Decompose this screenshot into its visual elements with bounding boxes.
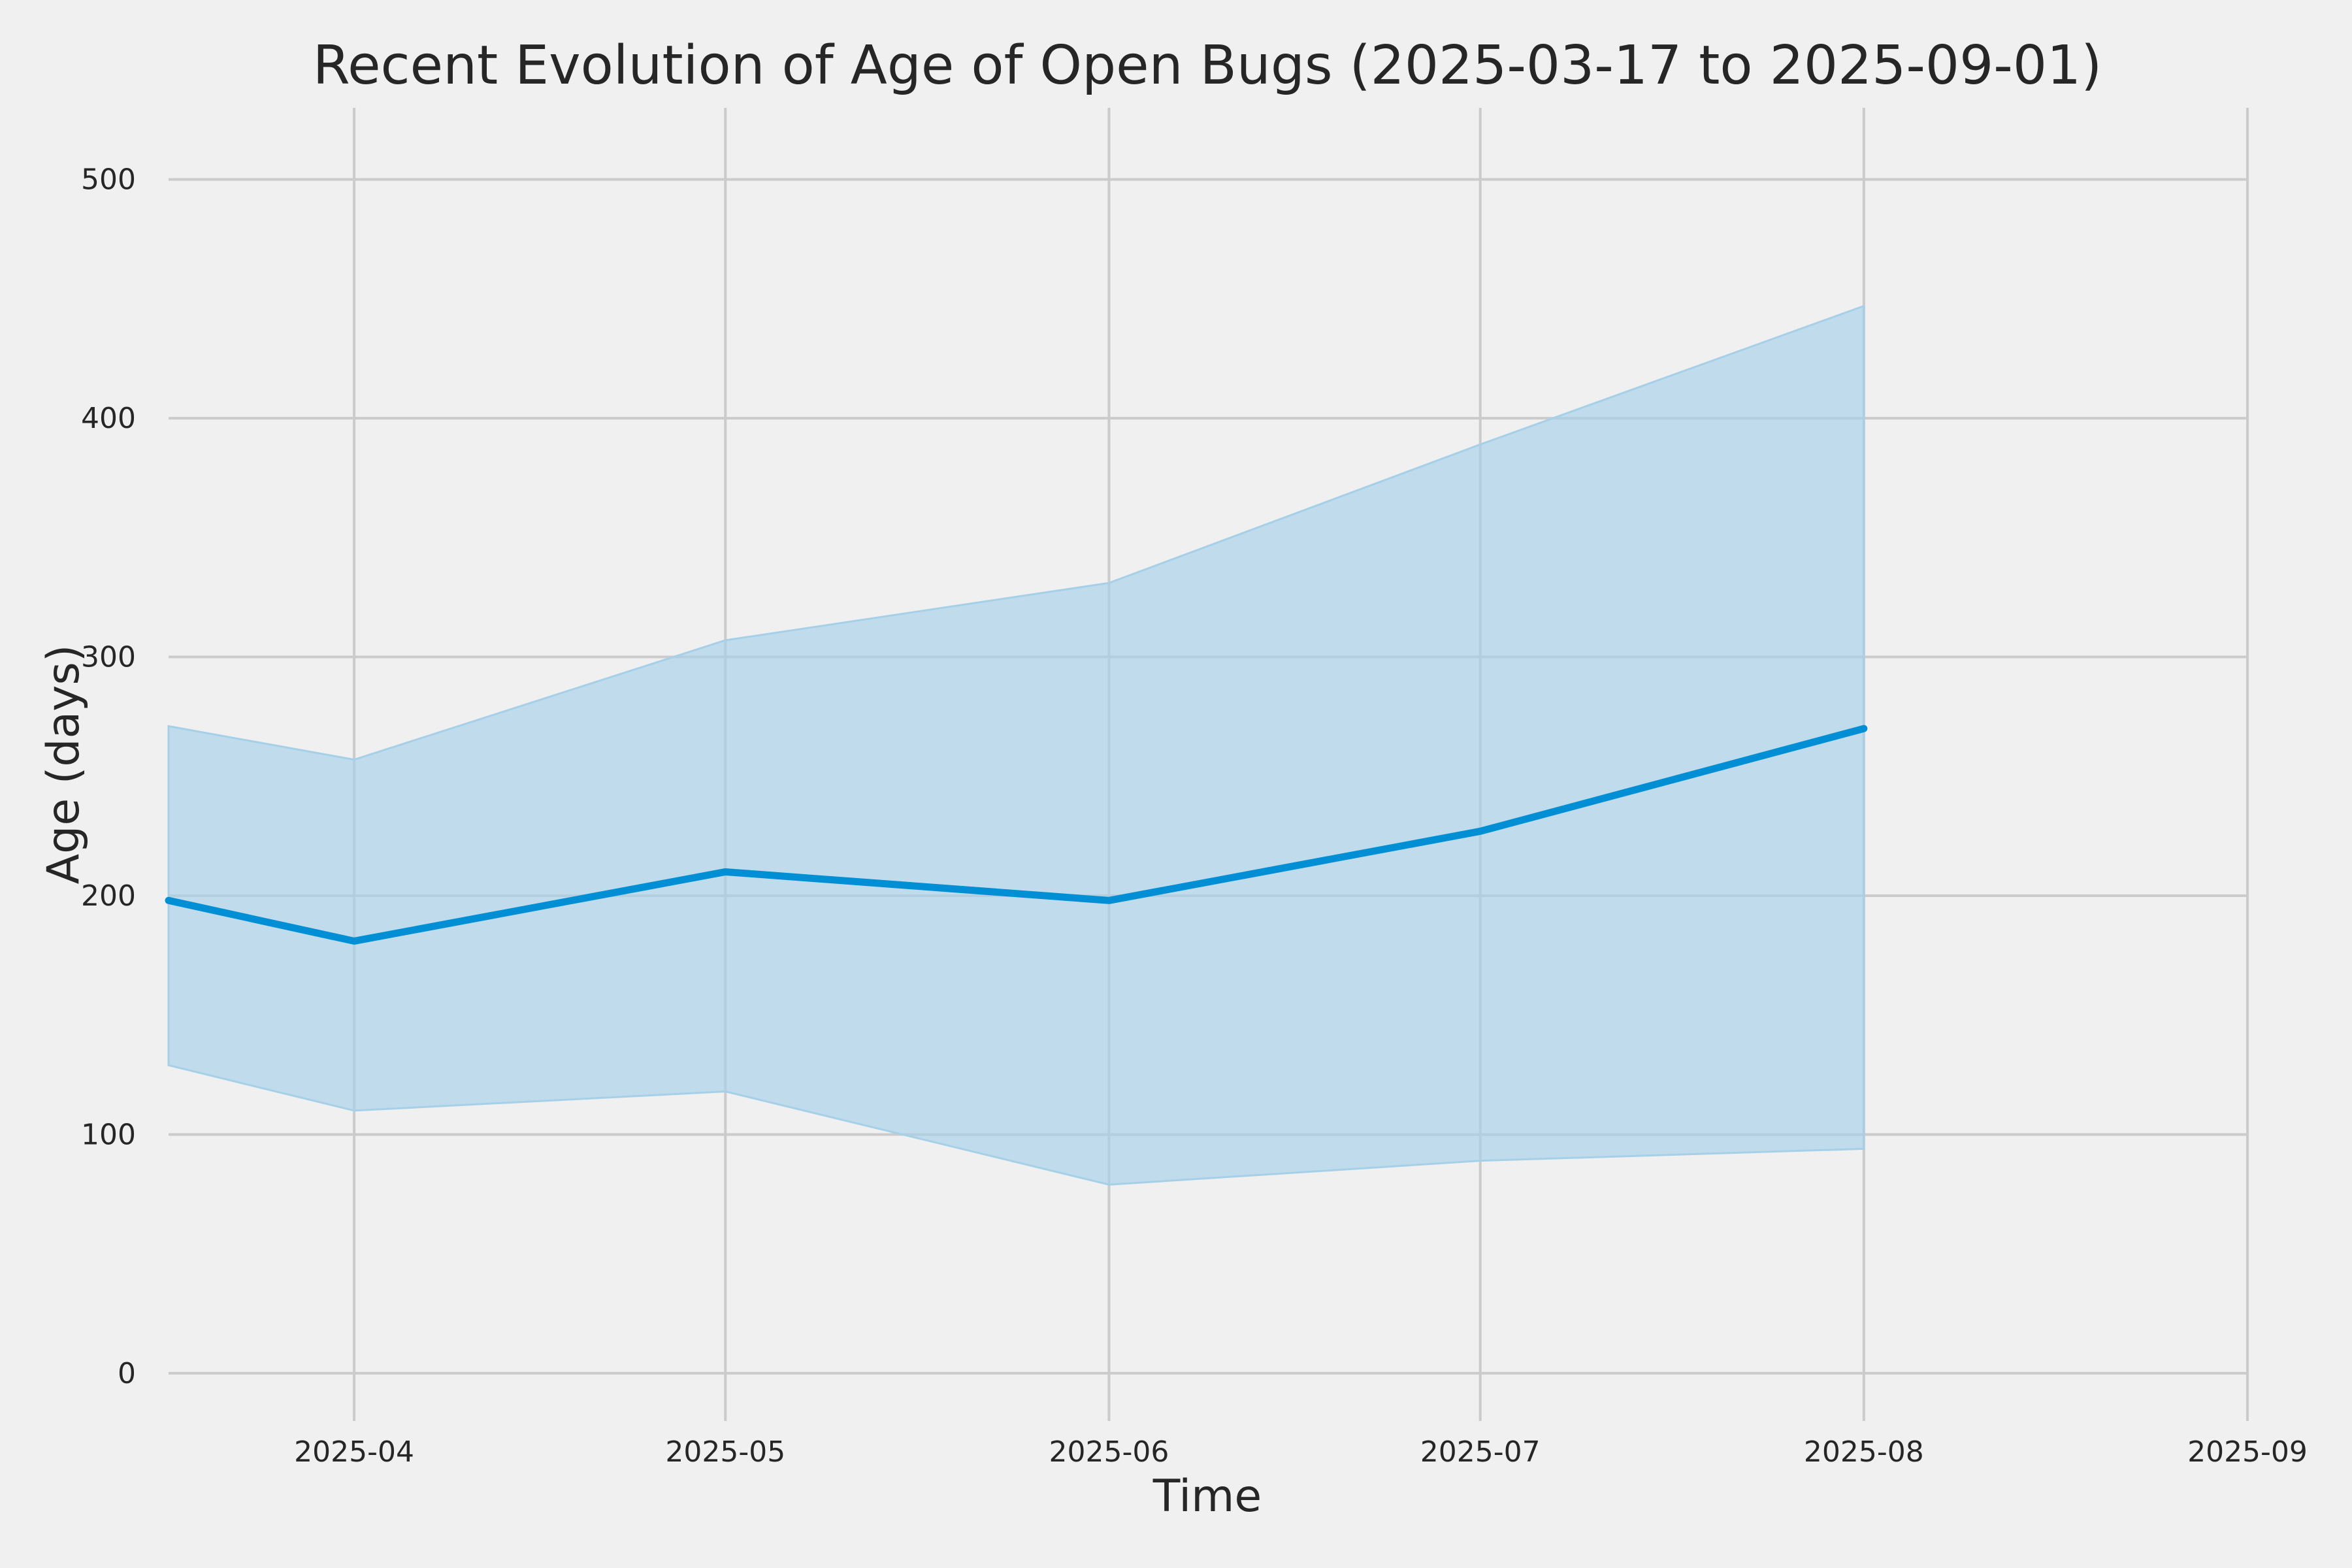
x-axis-label: Time <box>1152 1471 1262 1522</box>
band-layer <box>167 304 1865 1186</box>
y-tick-label: 400 <box>81 402 136 435</box>
x-tick-label: 2025-08 <box>1804 1435 1924 1469</box>
x-tick-label: 2025-09 <box>2187 1435 2308 1469</box>
line-layer <box>165 725 1868 945</box>
y-tick-label: 100 <box>81 1118 136 1151</box>
y-axis-label: Age (days) <box>38 645 90 885</box>
x-tick-label: 2025-04 <box>294 1435 414 1469</box>
tick-labels: 0 100 200 300 400 500 2025-04 2025-05 2025-06 202… <box>81 163 2308 1469</box>
series-line <box>165 725 1868 945</box>
x-tick-label: 2025-07 <box>1420 1435 1541 1469</box>
series-band <box>167 304 1865 1186</box>
y-tick-label: 500 <box>81 163 136 197</box>
y-tick-label: 300 <box>81 641 136 674</box>
y-tick-label: 0 <box>118 1357 136 1390</box>
y-tick-label: 200 <box>81 879 136 913</box>
x-tick-label: 2025-06 <box>1049 1435 1169 1469</box>
chart-title: Recent Evolution of Age of Open Bugs (20… <box>313 35 2102 97</box>
x-tick-label: 2025-05 <box>665 1435 785 1469</box>
